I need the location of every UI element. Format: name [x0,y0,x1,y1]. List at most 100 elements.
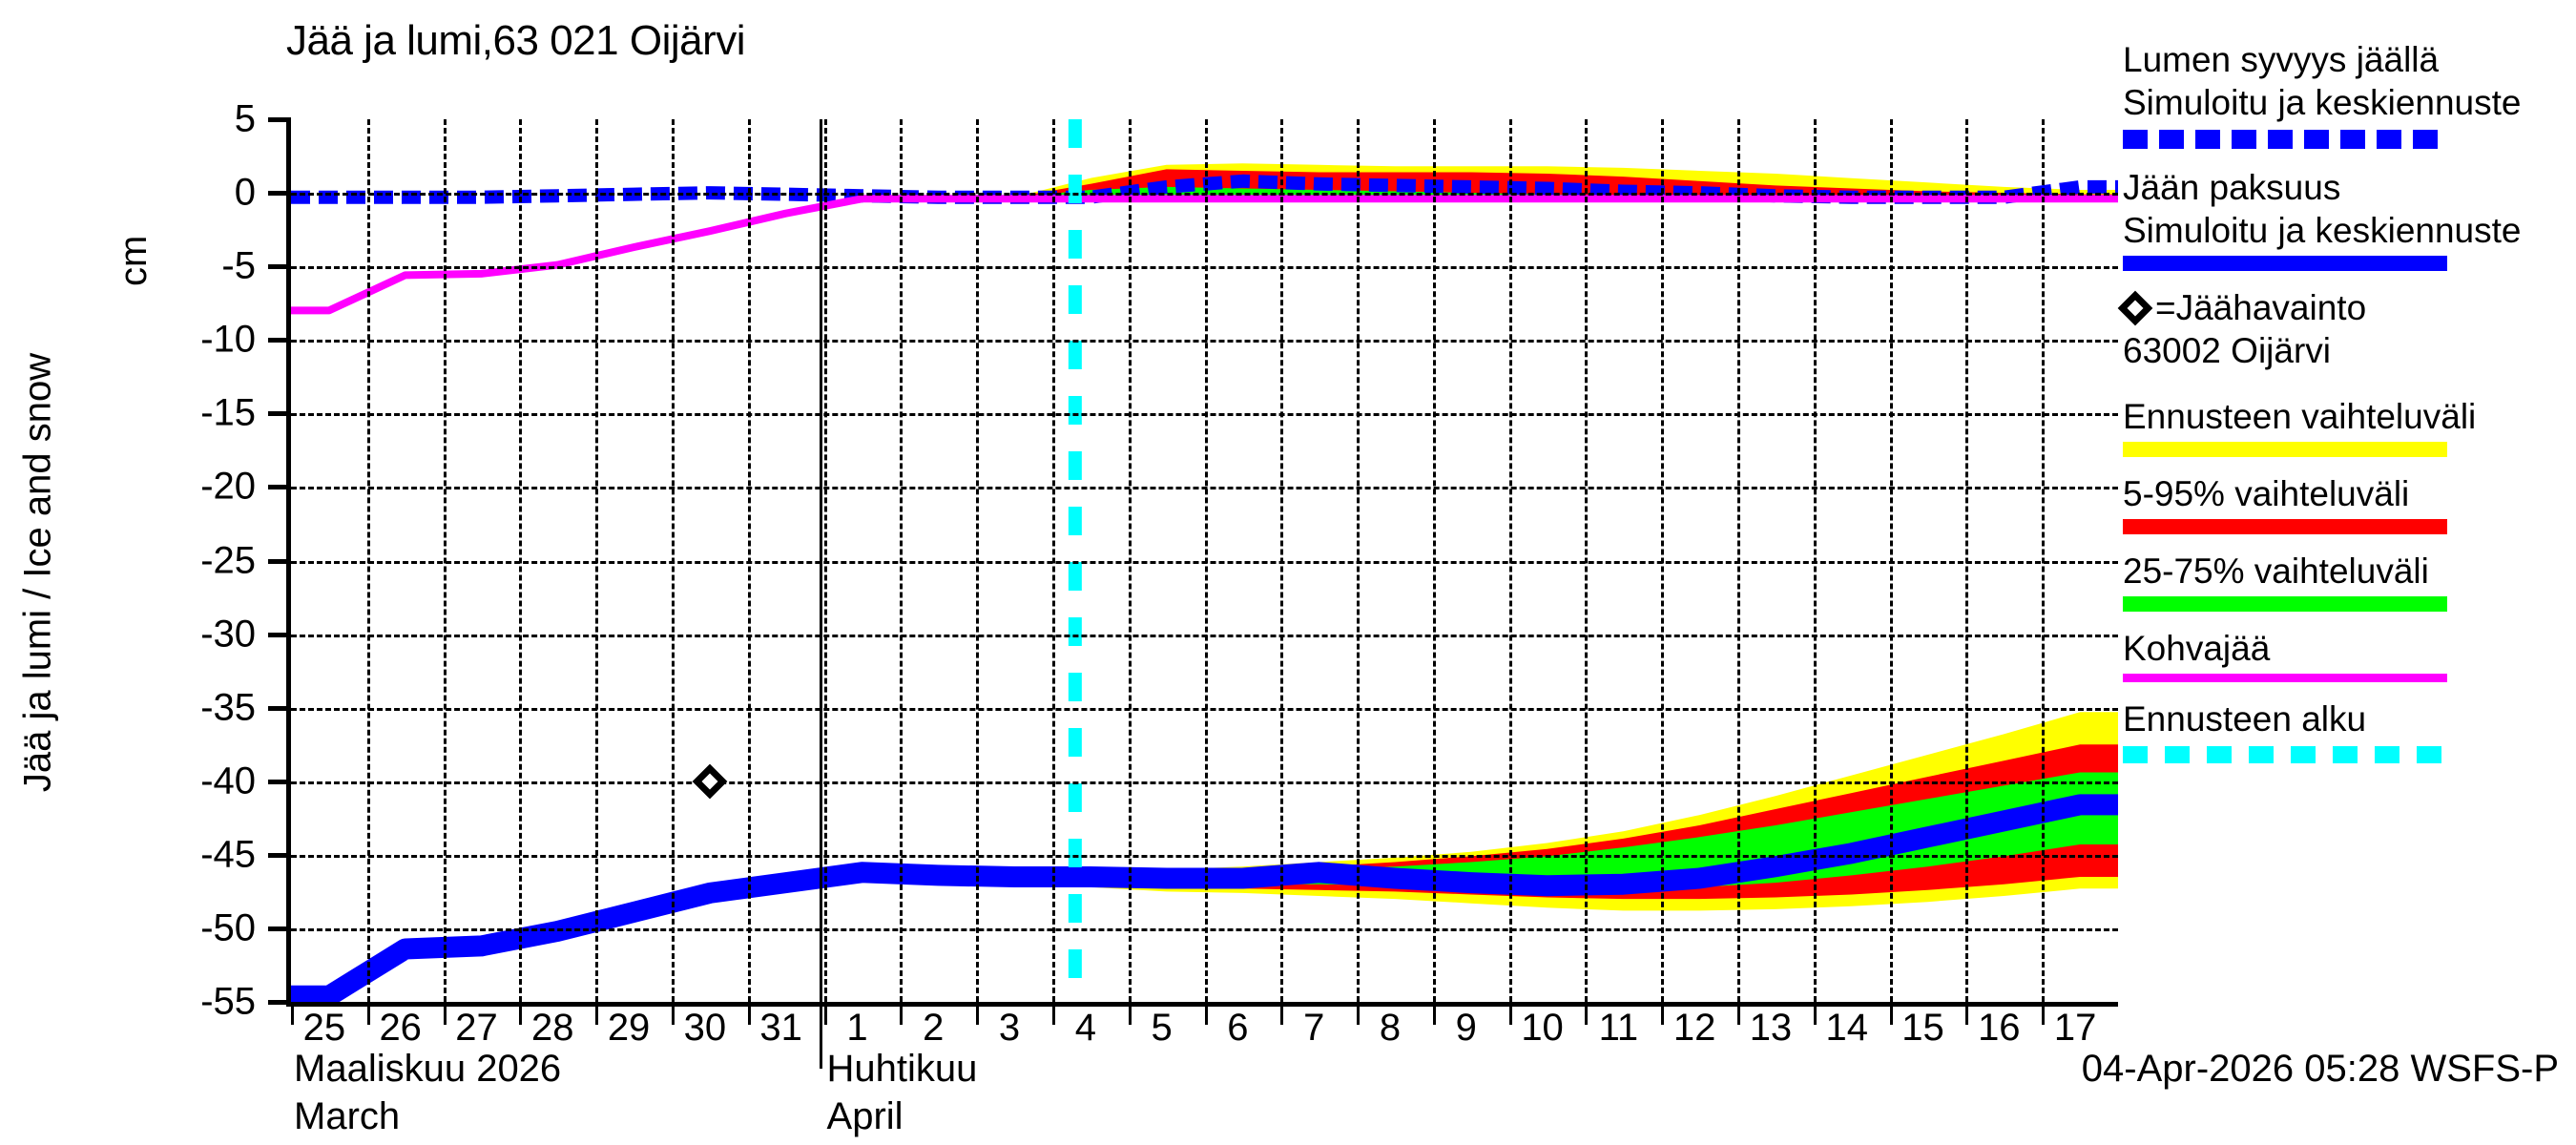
x-axis-tick-label: 31 [759,1007,802,1049]
y-axis-tick-mark [268,705,291,711]
legend-swatch [2123,519,2447,534]
y-axis-unit-label: cm [113,235,155,286]
x-axis-tick-label: 29 [607,1007,651,1049]
grid-line-vertical [1737,119,1741,1002]
y-axis-tick-label: -35 [200,686,256,729]
legend-swatch [2123,442,2447,457]
grid-line-vertical [2042,119,2046,1002]
footer-timestamp: 04-Apr-2026 05:28 WSFS-P [2081,1048,2559,1090]
grid-line-vertical [443,119,447,1002]
x-axis-tick-mark [519,1002,523,1025]
legend-item-slush-ice: Kohvajää [2123,627,2571,682]
page-title: Jää ja lumi,63 021 Oijärvi [286,17,746,64]
y-axis-tick-label: -45 [200,833,256,876]
legend-item-title: Kohvajää [2123,629,2271,668]
y-axis-tick-label: -10 [200,318,256,361]
grid-line-vertical [1432,119,1436,1002]
y-axis-tick-mark [268,338,291,344]
legend-item-forecast-start: Ennusteen alku [2123,697,2571,763]
x-axis-tick-label: 26 [379,1007,422,1049]
y-axis-tick-mark [268,1000,291,1005]
legend-item-subtitle: Simuloitu ja keskiennuste [2123,83,2522,122]
x-axis-tick-label: 16 [1978,1007,2021,1049]
x-axis-tick-mark [1128,1002,1132,1025]
y-axis-tick-mark [268,117,291,122]
x-axis-tick-mark [1813,1002,1817,1025]
y-axis-tick-mark [268,558,291,564]
grid-line-vertical [1128,119,1132,1002]
grid-line-vertical [1813,119,1817,1002]
legend-item-ice-observation: =Jäähavainto 63002 Oijärvi [2117,286,2571,372]
grid-line-vertical [823,119,827,1002]
diamond-icon [2117,290,2153,325]
grid-line-vertical [1661,119,1665,1002]
x-axis-tick-label: 11 [1598,1007,1639,1049]
legend-swatch [2123,130,2447,149]
x-axis-tick-mark [595,1002,599,1025]
legend-item-title: Jään paksuus [2123,168,2341,207]
legend-marker-row: =Jäähavainto [2117,286,2571,329]
x-axis-month-label-fi: Huhtikuu [826,1048,978,1090]
x-axis-tick-mark [1585,1002,1589,1025]
x-axis-tick-mark [747,1002,751,1025]
x-axis-tick-mark [976,1002,980,1025]
grid-line-vertical [747,119,751,1002]
x-axis-tick-mark [1280,1002,1284,1025]
chart-plot-area [268,117,2118,1025]
legend-item-title: =Jäähavainto [2155,288,2367,327]
grid-line-vertical [671,119,675,1002]
grid-line-vertical [1585,119,1589,1002]
x-axis-tick-mark [366,1002,370,1025]
x-axis-tick-mark [671,1002,675,1025]
y-axis-tick-label: 0 [234,171,256,214]
x-axis-tick-label: 15 [1901,1007,1944,1049]
x-axis-month-label-en: April [826,1095,904,1137]
x-axis-tick-label: 2 [923,1007,945,1049]
grid-line-vertical [595,119,599,1002]
chart-legend: Lumen syvyys jäällä Simuloitu ja keskienn… [2117,38,2571,779]
x-axis-tick-label: 8 [1379,1007,1402,1049]
y-axis-tick-label: -20 [200,465,256,508]
x-axis-tick-label: 12 [1672,1007,1716,1049]
legend-item-subtitle: 63002 Oijärvi [2123,331,2332,370]
x-axis-tick-label: 9 [1455,1007,1477,1049]
y-axis-tick-label: -50 [200,906,256,949]
y-axis-title: Jää ja lumi / Ice and snow [10,239,67,906]
x-axis-tick-mark [291,1002,294,1025]
x-axis-tick-label: 10 [1521,1007,1564,1049]
legend-item-title: Ennusteen vaihteluväli [2123,397,2477,436]
x-axis-tick-label: 5 [1151,1007,1173,1049]
x-axis-tick-label: 6 [1227,1007,1249,1049]
grid-line-vertical [1357,119,1361,1002]
grid-line-vertical [1508,119,1512,1002]
x-axis-tick-label: 14 [1825,1007,1868,1049]
legend-item-title: Lumen syvyys jäällä [2123,40,2440,79]
x-axis-tick-label: 17 [2053,1007,2097,1049]
x-axis-tick-mark [443,1002,447,1025]
legend-item-title: 25-75% vaihteluväli [2123,552,2429,591]
x-axis-month-label-fi: Maaliskuu 2026 [294,1048,562,1090]
y-axis-tick-mark [268,852,291,858]
y-axis-tick-label: 5 [234,97,256,140]
x-axis-tick-label: 28 [531,1007,574,1049]
legend-swatch [2123,746,2447,763]
x-axis-tick-label: 1 [846,1007,868,1049]
y-axis-tick-mark [268,191,291,197]
legend-item-subtitle: Simuloitu ja keskiennuste [2123,211,2522,250]
y-axis-tick-mark [268,926,291,931]
grid-line-vertical [1051,119,1055,1002]
grid-line-vertical [1965,119,1969,1002]
y-axis-tick-label: -5 [221,244,256,287]
legend-item-range-25-75: 25-75% vaihteluväli [2123,550,2571,612]
y-axis-tick-label: -30 [200,613,256,656]
x-axis-tick-mark [1204,1002,1208,1025]
y-axis-tick-mark [268,779,291,784]
y-axis-tick-mark [268,632,291,637]
grid-line-vertical [1204,119,1208,1002]
legend-swatch [2123,596,2447,612]
y-axis-tick-label: -15 [200,391,256,434]
y-axis-tick-label: -55 [200,980,256,1023]
x-axis-tick-label: 13 [1749,1007,1793,1049]
grid-line-vertical [900,119,904,1002]
x-axis-tick-mark [1432,1002,1436,1025]
